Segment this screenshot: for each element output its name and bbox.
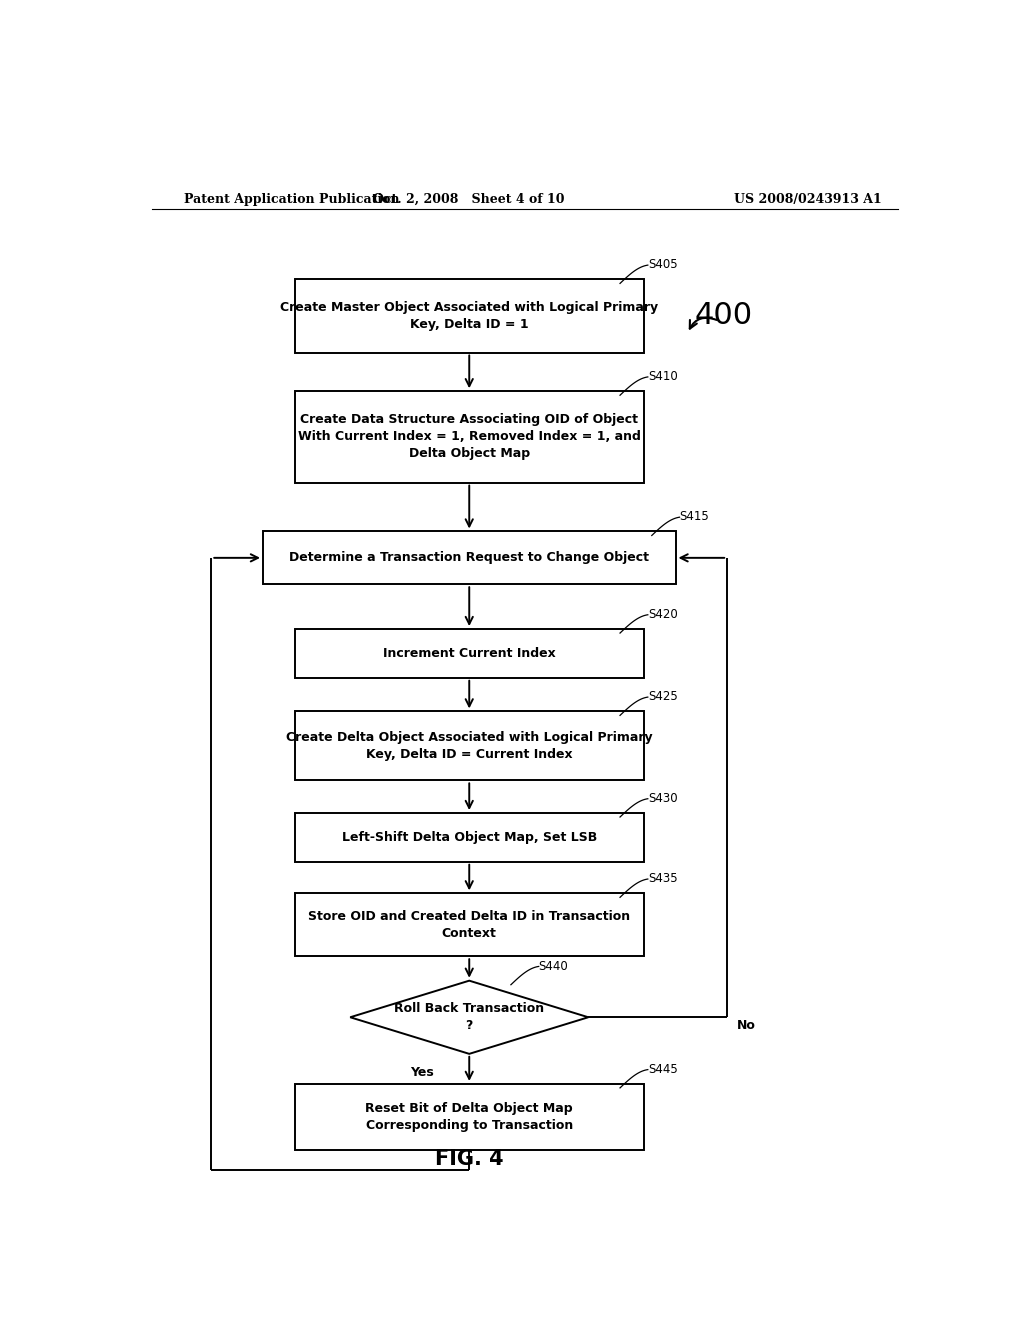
- Text: S420: S420: [648, 609, 678, 620]
- Text: Create Master Object Associated with Logical Primary
Key, Delta ID = 1: Create Master Object Associated with Log…: [281, 301, 658, 331]
- Text: S440: S440: [539, 960, 568, 973]
- FancyBboxPatch shape: [295, 813, 644, 862]
- Text: S415: S415: [680, 511, 710, 523]
- FancyBboxPatch shape: [295, 280, 644, 352]
- Text: No: No: [736, 1019, 756, 1032]
- Text: US 2008/0243913 A1: US 2008/0243913 A1: [734, 193, 882, 206]
- Text: S430: S430: [648, 792, 678, 805]
- Text: S445: S445: [648, 1063, 678, 1076]
- Text: Left-Shift Delta Object Map, Set LSB: Left-Shift Delta Object Map, Set LSB: [342, 830, 597, 843]
- FancyBboxPatch shape: [295, 1084, 644, 1150]
- Text: Create Delta Object Associated with Logical Primary
Key, Delta ID = Current Inde: Create Delta Object Associated with Logi…: [286, 731, 652, 760]
- FancyBboxPatch shape: [295, 630, 644, 677]
- Text: S435: S435: [648, 873, 678, 886]
- Text: FIG. 4: FIG. 4: [435, 1148, 504, 1168]
- FancyBboxPatch shape: [295, 711, 644, 780]
- Text: Oct. 2, 2008   Sheet 4 of 10: Oct. 2, 2008 Sheet 4 of 10: [374, 193, 565, 206]
- Text: S425: S425: [648, 690, 678, 704]
- FancyBboxPatch shape: [295, 391, 644, 483]
- Polygon shape: [350, 981, 588, 1053]
- Text: Determine a Transaction Request to Change Object: Determine a Transaction Request to Chang…: [289, 552, 649, 565]
- Text: S410: S410: [648, 370, 678, 383]
- Text: Increment Current Index: Increment Current Index: [383, 647, 556, 660]
- FancyBboxPatch shape: [263, 532, 676, 585]
- Text: Store OID and Created Delta ID in Transaction
Context: Store OID and Created Delta ID in Transa…: [308, 909, 631, 940]
- Text: Reset Bit of Delta Object Map
Corresponding to Transaction: Reset Bit of Delta Object Map Correspond…: [366, 1102, 573, 1131]
- FancyBboxPatch shape: [295, 894, 644, 956]
- Text: S405: S405: [648, 259, 678, 271]
- Text: Roll Back Transaction
?: Roll Back Transaction ?: [394, 1002, 545, 1032]
- Text: Create Data Structure Associating OID of Object
With Current Index = 1, Removed : Create Data Structure Associating OID of…: [298, 413, 641, 461]
- Text: 400: 400: [694, 301, 753, 330]
- Text: Yes: Yes: [410, 1067, 433, 1078]
- Text: Patent Application Publication: Patent Application Publication: [183, 193, 399, 206]
